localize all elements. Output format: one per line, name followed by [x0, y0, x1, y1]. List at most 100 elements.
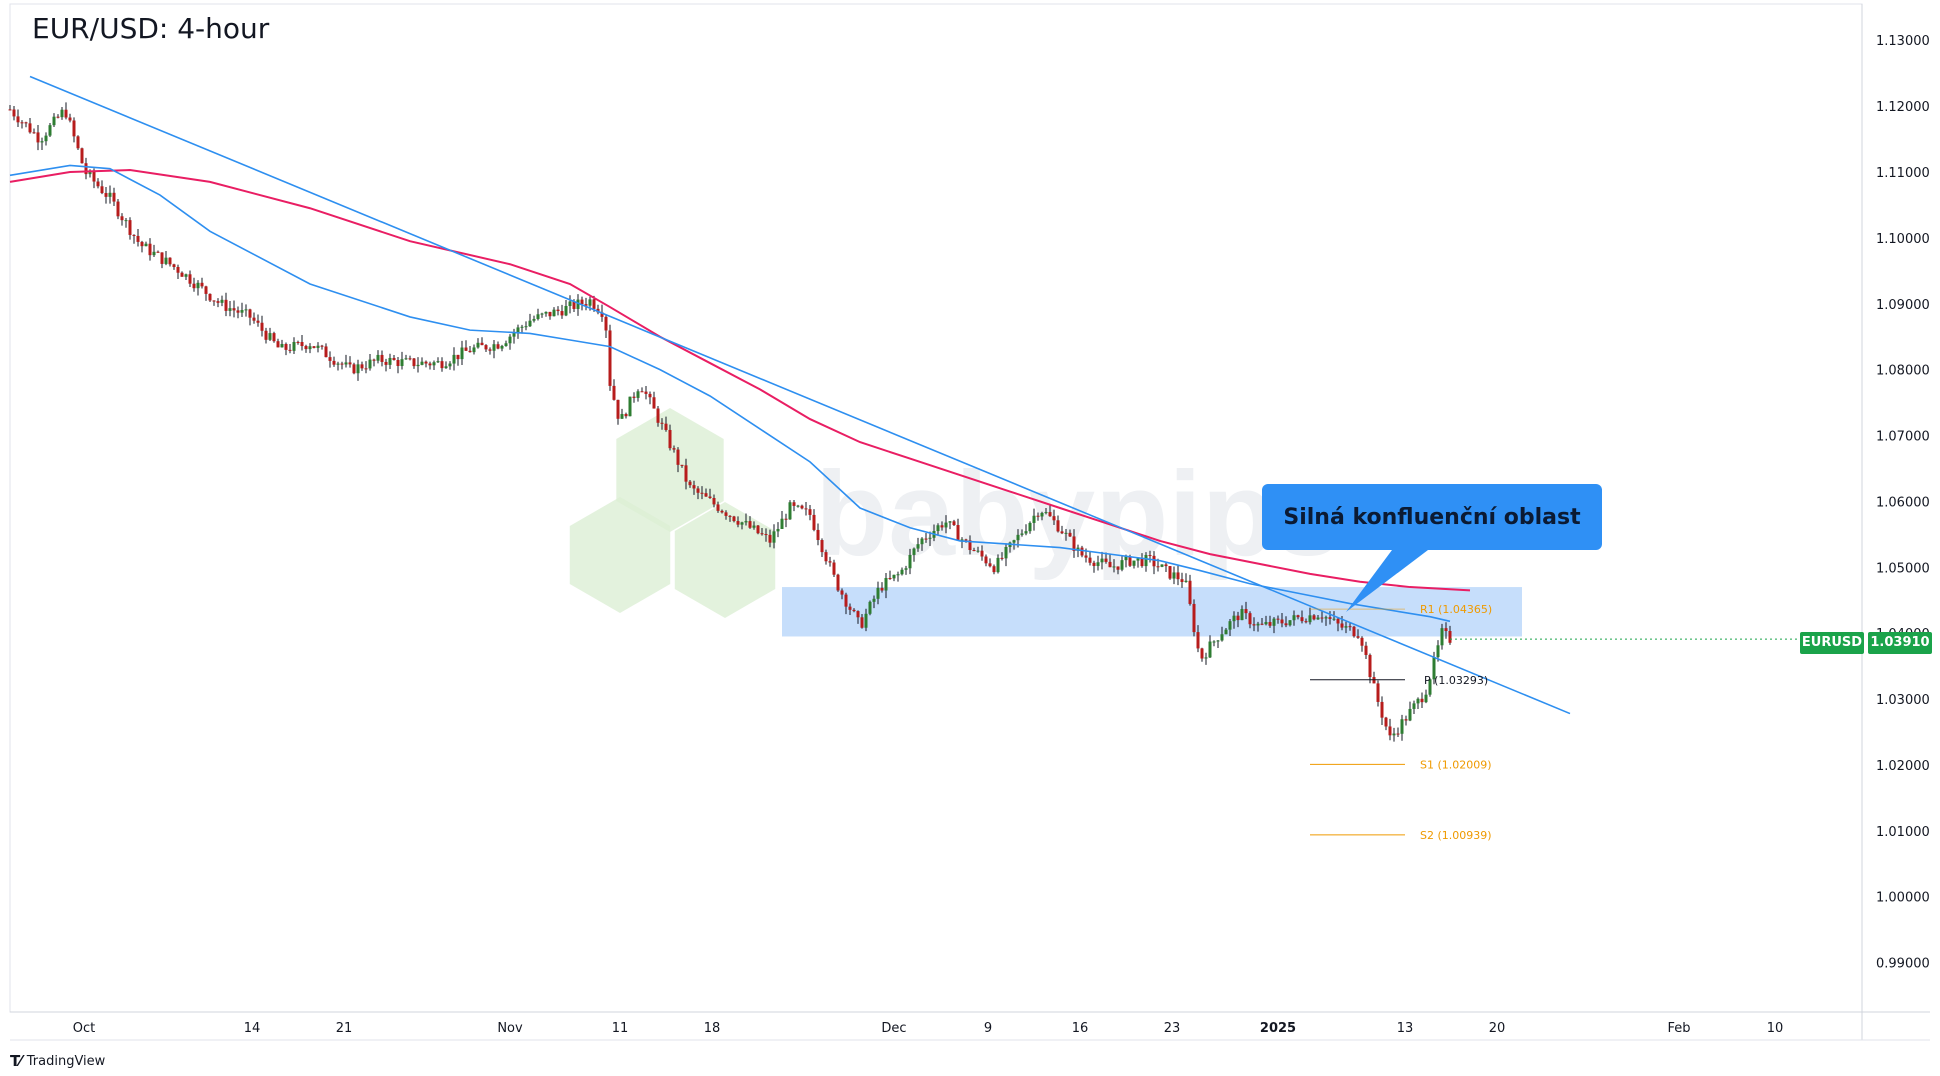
- candle: [976, 546, 980, 553]
- candle: [416, 357, 420, 373]
- candle: [1320, 610, 1324, 623]
- candle: [280, 339, 284, 348]
- candle: [116, 199, 120, 220]
- candle-body: [212, 300, 216, 302]
- candle-body: [712, 498, 716, 505]
- candle: [804, 502, 808, 516]
- candle: [908, 548, 912, 575]
- candle: [1328, 611, 1332, 625]
- candle: [696, 486, 700, 500]
- candle-body: [920, 538, 924, 545]
- pivot-level-label: R1 (1.04365): [1420, 603, 1492, 616]
- candle-body: [808, 509, 812, 515]
- candle-body: [172, 264, 176, 268]
- candle: [1376, 680, 1380, 707]
- candle-body: [1396, 733, 1400, 735]
- candle-body: [640, 391, 644, 393]
- candle: [1136, 558, 1140, 568]
- candle: [548, 311, 552, 320]
- candle: [1388, 718, 1392, 741]
- candle: [860, 613, 864, 629]
- candle-body: [1220, 634, 1224, 641]
- candle-body: [332, 360, 336, 365]
- candle-body: [668, 429, 672, 449]
- candle-body: [924, 538, 928, 540]
- candle-body: [724, 512, 728, 516]
- candle-body: [284, 343, 288, 350]
- candle: [372, 358, 376, 367]
- candle-body: [1208, 641, 1212, 658]
- candle: [1164, 562, 1168, 573]
- candle: [484, 344, 488, 352]
- candle-body: [360, 364, 364, 369]
- candle-body: [1132, 560, 1136, 566]
- candle-body: [1260, 623, 1264, 625]
- last-price-value: 1.03910: [1868, 632, 1932, 654]
- candle: [140, 240, 144, 253]
- candle: [1036, 512, 1040, 521]
- candle: [988, 558, 992, 568]
- candle-body: [144, 243, 148, 247]
- candles: [8, 102, 1452, 742]
- candle: [828, 556, 832, 567]
- candle: [208, 293, 212, 302]
- candle: [1424, 689, 1428, 704]
- candle-body: [140, 241, 144, 247]
- candle-body: [848, 606, 852, 610]
- candle: [644, 386, 648, 400]
- candle: [528, 313, 532, 328]
- candle: [404, 354, 408, 360]
- candle-body: [1176, 572, 1180, 580]
- candle: [412, 358, 416, 369]
- candle-body: [820, 540, 824, 553]
- x-tick-label: 2025: [1260, 1021, 1296, 1036]
- candle: [532, 315, 536, 323]
- y-tick-label: 0.99000: [1876, 957, 1930, 972]
- candle: [796, 504, 800, 508]
- candle-body: [1368, 654, 1372, 678]
- candle-body: [564, 305, 568, 316]
- footer-brand[interactable]: TradingView: [26, 1053, 106, 1069]
- candle: [184, 273, 188, 280]
- candle: [1160, 564, 1164, 568]
- candle-body: [40, 141, 44, 143]
- candle-body: [496, 344, 500, 349]
- candle: [312, 346, 316, 349]
- candle: [1224, 628, 1228, 635]
- candle-body: [1036, 515, 1040, 517]
- candle-body: [796, 505, 800, 507]
- candle-body: [1236, 615, 1240, 621]
- candle: [16, 109, 20, 127]
- candle: [444, 361, 448, 369]
- candle: [536, 308, 540, 321]
- candle-body: [180, 272, 184, 277]
- candle-body: [896, 574, 900, 576]
- candle-body: [716, 504, 720, 511]
- candle-body: [800, 505, 804, 509]
- candle: [332, 356, 336, 367]
- candle-body: [880, 587, 884, 591]
- candle: [620, 408, 624, 419]
- candle-body: [756, 525, 760, 534]
- candle-body: [92, 171, 96, 182]
- candle-body: [528, 320, 532, 327]
- candle-body: [1428, 679, 1432, 695]
- y-tick-label: 1.05000: [1876, 561, 1930, 576]
- y-tick-label: 1.06000: [1876, 495, 1930, 510]
- chart-title: EUR/USD: 4-hour: [32, 12, 270, 45]
- candle: [1188, 574, 1192, 606]
- candle: [104, 186, 108, 204]
- candle-body: [784, 518, 788, 520]
- candle-body: [1340, 623, 1344, 628]
- y-tick-label: 1.00000: [1876, 891, 1930, 906]
- candle-body: [584, 304, 588, 306]
- candle-body: [1356, 636, 1360, 638]
- candle-body: [520, 326, 524, 328]
- candle: [248, 308, 252, 326]
- candle: [1296, 614, 1300, 620]
- candle: [288, 344, 292, 354]
- candle-body: [1080, 547, 1084, 556]
- candle-body: [576, 299, 580, 309]
- candle-body: [276, 341, 280, 348]
